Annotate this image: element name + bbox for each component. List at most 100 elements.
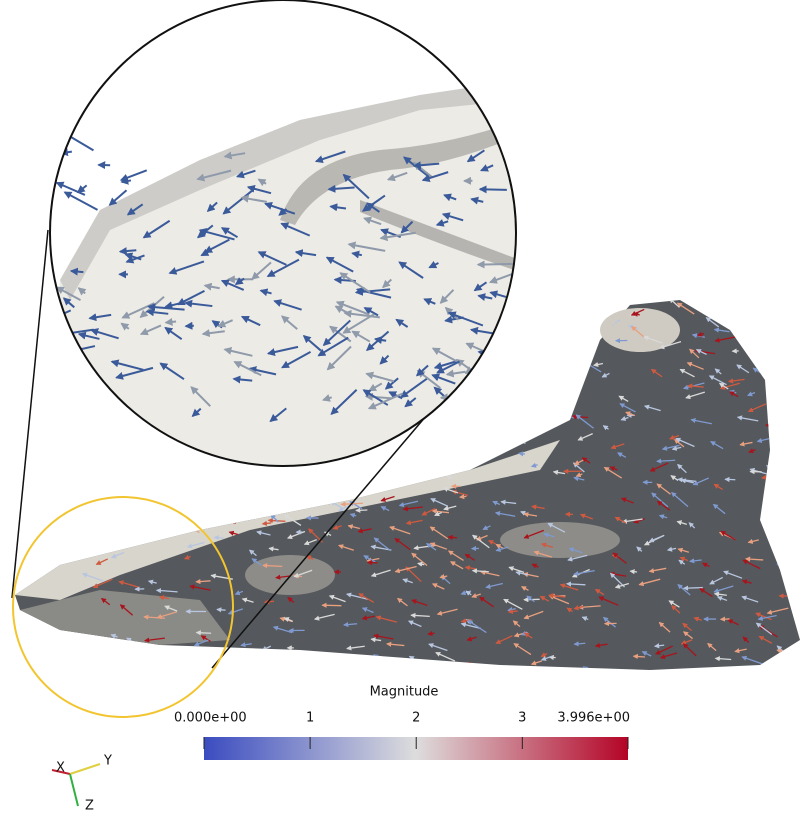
arrow <box>283 617 293 623</box>
arrow <box>187 505 209 513</box>
arrow <box>472 447 485 455</box>
arrow <box>281 315 298 330</box>
arrow <box>394 537 411 551</box>
arrow <box>473 408 484 414</box>
arrow <box>220 279 245 291</box>
arrow <box>291 478 312 485</box>
arrow <box>480 570 500 577</box>
arrow <box>394 565 417 574</box>
arrow <box>322 394 333 402</box>
arrow <box>283 487 295 493</box>
arrow <box>755 622 773 635</box>
arrow <box>739 441 753 447</box>
arrow <box>388 391 403 400</box>
arrow <box>120 176 132 185</box>
arrow <box>335 300 370 316</box>
arrow <box>556 362 567 368</box>
arrow <box>270 514 279 523</box>
arrow <box>209 464 225 476</box>
arrow <box>526 595 535 603</box>
zoom-rim <box>60 80 516 300</box>
arrow <box>261 520 272 526</box>
arrow <box>111 462 128 471</box>
colorbar-tick-label: 2 <box>412 711 420 726</box>
arrow <box>396 597 408 607</box>
arrow <box>573 641 586 647</box>
arrow <box>93 504 102 510</box>
arrow <box>443 505 457 511</box>
arrow <box>386 641 405 647</box>
arrow <box>671 445 682 451</box>
arrow <box>190 386 211 407</box>
arrow <box>127 519 137 525</box>
arrow <box>206 201 218 212</box>
arrow <box>579 513 594 520</box>
arrow <box>659 341 682 350</box>
arrow <box>677 463 687 474</box>
arrow <box>562 673 568 674</box>
arrow <box>120 460 128 466</box>
arrow <box>551 376 572 384</box>
arrow <box>380 506 390 512</box>
colorbar-tick-label: 3.996e+00 <box>557 711 630 726</box>
arrow <box>566 607 573 613</box>
zoom-fold <box>360 200 516 272</box>
arrow <box>689 348 700 359</box>
arrow <box>355 507 368 513</box>
arrow <box>445 369 466 378</box>
arrow <box>747 538 759 544</box>
arrow <box>275 574 292 580</box>
arrow <box>338 544 354 551</box>
arrow <box>174 449 184 459</box>
arrow <box>476 260 515 269</box>
arrow <box>198 674 207 678</box>
arrow <box>90 328 119 340</box>
arrow <box>428 643 448 652</box>
mesh-rim <box>15 440 560 600</box>
arrow <box>213 535 224 541</box>
arrow <box>466 149 485 163</box>
arrow <box>361 615 375 621</box>
arrow <box>115 366 154 380</box>
arrow <box>603 466 623 479</box>
arrow <box>761 305 774 311</box>
arrow <box>523 529 544 539</box>
arrow <box>594 588 605 596</box>
axis-label: Y <box>103 754 112 769</box>
arrow <box>435 219 449 227</box>
arrow <box>734 300 748 310</box>
arrow <box>620 497 634 504</box>
arrow <box>69 267 84 276</box>
arrow <box>491 408 503 418</box>
arrow <box>223 151 246 160</box>
arrow <box>346 645 365 651</box>
arrow <box>152 669 167 670</box>
arrow <box>240 315 261 327</box>
arrow <box>495 546 509 552</box>
arrow <box>162 500 176 506</box>
arrow <box>326 345 352 371</box>
arrow <box>431 347 461 365</box>
arrow <box>363 307 379 317</box>
arrow <box>643 404 661 412</box>
arrow <box>758 635 773 644</box>
arrow <box>92 530 109 537</box>
arrow <box>110 359 144 371</box>
arrow <box>499 356 510 364</box>
arrow <box>183 554 191 560</box>
arrow <box>352 673 366 676</box>
axis-label: X <box>56 761 65 776</box>
arrow <box>240 194 267 203</box>
arrow <box>176 289 205 306</box>
arrow <box>494 510 516 517</box>
arrow <box>163 495 173 501</box>
arrow <box>480 164 494 172</box>
arrow <box>262 509 272 515</box>
arrow <box>103 531 124 537</box>
arrow <box>713 327 730 333</box>
arrow <box>701 562 710 568</box>
arrow <box>189 584 211 591</box>
arrow <box>668 300 680 308</box>
arrow <box>384 377 399 390</box>
